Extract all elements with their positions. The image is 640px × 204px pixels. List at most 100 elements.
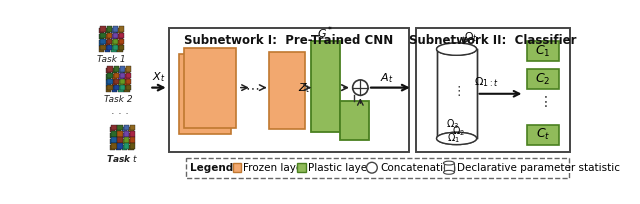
Text: Legend:: Legend:: [190, 163, 237, 173]
Bar: [117, 34, 123, 40]
Bar: [106, 80, 111, 86]
Bar: [124, 86, 130, 92]
Text: Plastic layer: Plastic layer: [308, 163, 371, 173]
Bar: [117, 125, 123, 130]
Bar: [122, 145, 127, 150]
Text: $C_2$: $C_2$: [535, 72, 550, 87]
Ellipse shape: [436, 132, 477, 145]
Text: $X_t$: $X_t$: [152, 70, 165, 84]
Bar: [99, 34, 104, 40]
Bar: [124, 125, 129, 130]
Bar: [99, 47, 104, 52]
Text: Task $t$: Task $t$: [106, 153, 139, 164]
Circle shape: [353, 80, 368, 95]
Bar: [119, 26, 124, 32]
Bar: [112, 68, 117, 73]
Bar: [232, 163, 241, 172]
Bar: [107, 45, 112, 50]
Text: $Z_t$: $Z_t$: [298, 81, 310, 94]
Circle shape: [367, 162, 378, 173]
Bar: [117, 47, 123, 52]
Bar: [113, 85, 119, 90]
Bar: [100, 33, 106, 38]
Bar: [113, 26, 118, 32]
Bar: [100, 26, 106, 32]
Bar: [124, 68, 130, 73]
Bar: [105, 47, 111, 52]
Text: $\Omega_1$: $\Omega_1$: [447, 131, 460, 145]
Bar: [108, 67, 113, 72]
Ellipse shape: [436, 43, 477, 55]
Bar: [111, 40, 116, 46]
Bar: [126, 67, 131, 72]
Bar: [119, 45, 124, 50]
Bar: [130, 137, 135, 143]
Bar: [119, 33, 124, 38]
Bar: [130, 143, 135, 149]
Text: Task 1: Task 1: [97, 55, 126, 64]
Bar: [340, 101, 369, 140]
Text: Task 2: Task 2: [104, 95, 133, 104]
Bar: [117, 137, 123, 143]
Bar: [109, 139, 115, 144]
Bar: [118, 80, 124, 86]
Bar: [117, 40, 123, 46]
Bar: [116, 126, 121, 132]
Bar: [128, 145, 134, 150]
Bar: [111, 47, 116, 52]
Text: $\cdots$: $\cdots$: [245, 81, 260, 95]
Bar: [116, 139, 121, 144]
Bar: [100, 39, 106, 44]
Bar: [109, 126, 115, 132]
Bar: [311, 41, 340, 132]
Bar: [128, 133, 134, 138]
Bar: [124, 80, 130, 86]
Bar: [117, 28, 123, 33]
Bar: [113, 79, 119, 84]
Bar: [109, 133, 115, 138]
Ellipse shape: [444, 170, 454, 174]
Bar: [100, 45, 106, 50]
Bar: [112, 80, 117, 86]
Text: $\Omega_2$: $\Omega_2$: [452, 125, 465, 138]
Bar: [116, 133, 121, 138]
Bar: [99, 40, 104, 46]
Bar: [269, 52, 305, 129]
Bar: [168, 28, 409, 152]
Bar: [122, 126, 127, 132]
Text: $\Omega_3$: $\Omega_3$: [446, 118, 460, 132]
Bar: [113, 45, 118, 50]
Bar: [111, 131, 116, 136]
Bar: [124, 131, 129, 136]
Bar: [112, 86, 117, 92]
Bar: [124, 137, 129, 143]
Bar: [107, 39, 112, 44]
Bar: [184, 48, 236, 128]
Bar: [111, 34, 116, 40]
Bar: [108, 85, 113, 90]
Bar: [120, 67, 125, 72]
Bar: [527, 125, 559, 145]
Bar: [116, 145, 121, 150]
Text: $A_t$: $A_t$: [380, 71, 393, 84]
Bar: [108, 79, 113, 84]
Bar: [126, 73, 131, 78]
Bar: [527, 41, 559, 61]
Ellipse shape: [436, 43, 477, 55]
Text: $G^*$: $G^*$: [317, 25, 334, 41]
Bar: [106, 74, 111, 80]
Bar: [297, 163, 306, 172]
Bar: [444, 163, 454, 172]
Text: $C_t$: $C_t$: [536, 127, 550, 142]
Bar: [128, 126, 134, 132]
Text: Concatenation: Concatenation: [380, 163, 456, 173]
Bar: [106, 68, 111, 73]
Bar: [107, 33, 112, 38]
Bar: [130, 131, 135, 136]
Text: Subnetwork II:  Classifier: Subnetwork II: Classifier: [409, 34, 577, 48]
Bar: [111, 125, 116, 130]
Bar: [105, 28, 111, 33]
Ellipse shape: [436, 132, 477, 145]
Bar: [120, 85, 125, 90]
Bar: [111, 143, 116, 149]
